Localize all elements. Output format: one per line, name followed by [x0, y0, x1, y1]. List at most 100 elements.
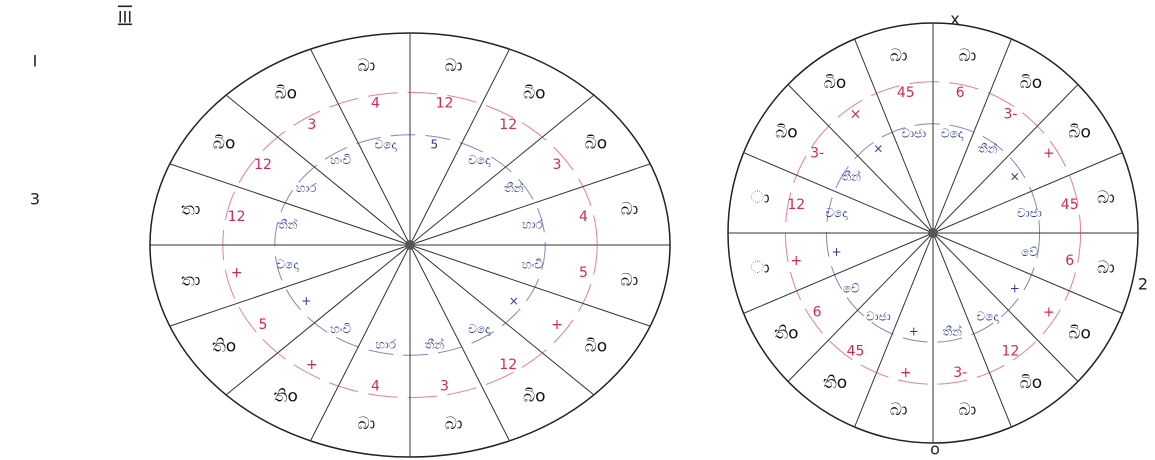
number-mark: 3 [30, 190, 40, 209]
syllable-label: හාර [522, 218, 543, 232]
count-label: + [790, 253, 802, 269]
spoke [743, 232, 934, 314]
sector-label: ා [751, 258, 770, 278]
note-mark: I [33, 52, 38, 71]
syllable-label: වේ [1021, 245, 1038, 259]
roman-mark: III [118, 8, 132, 27]
count-label: + [1043, 304, 1055, 320]
right-mark: 2 [1138, 275, 1148, 294]
syllable-label: වාජා [1017, 206, 1042, 220]
syllable-label: චදො [941, 127, 964, 141]
sector-label: තා [181, 271, 200, 291]
spoke [787, 84, 934, 234]
guide-ring [274, 134, 546, 356]
syllable-label: හංචි [330, 322, 351, 336]
count-label: 3 [440, 378, 449, 394]
sector-label: බා [1097, 188, 1115, 208]
syllable-label: හාර [296, 181, 317, 195]
spoke [225, 244, 411, 396]
spoke [310, 244, 411, 442]
count-label: + [900, 365, 912, 381]
spoke [787, 232, 934, 382]
syllable-label: තීන් [942, 324, 962, 338]
sector-label: බා [959, 46, 977, 66]
spoke [932, 232, 1012, 428]
sector-label: බිo [523, 83, 546, 103]
guide-ring [222, 91, 598, 399]
syllable-label: චදො [375, 138, 398, 152]
syllable-label: 5 [431, 138, 439, 152]
count-label: 6 [813, 304, 822, 320]
bottom-mark: o [930, 440, 940, 459]
sector-label: තිo [212, 336, 236, 356]
syllable-label: චදො [825, 206, 848, 220]
count-label: 45 [847, 344, 865, 360]
count-label: 3- [953, 365, 967, 381]
count-label: 3- [810, 146, 824, 162]
count-label: 6 [956, 85, 965, 101]
count-label: 6 [1065, 253, 1074, 269]
spoke [854, 232, 934, 428]
sector-label: බා [445, 414, 463, 434]
sector-label: බා [620, 271, 638, 291]
spoke [169, 244, 411, 327]
sector-label: බිo [1020, 73, 1043, 93]
syllable-label: තීන් [978, 142, 998, 156]
syllable-label: හාර [375, 337, 396, 351]
count-label: + [551, 317, 563, 333]
sector-label: බා [890, 46, 908, 66]
syllable-label: × [1010, 169, 1020, 183]
count-label: 5 [259, 317, 268, 333]
sector-label: බා [620, 199, 638, 219]
sector-label: බිo [585, 336, 608, 356]
hub [405, 240, 415, 250]
count-label: 4 [579, 209, 588, 225]
spoke [409, 163, 651, 246]
sector-label: බිo [213, 134, 236, 154]
guide-ring [784, 81, 1082, 385]
sector-label: බා [959, 400, 977, 420]
spoke [743, 152, 934, 234]
sector-label: තිo [823, 373, 847, 393]
top-mark: x [950, 10, 959, 29]
count-label: 5 [579, 265, 588, 281]
sector-label: ා [751, 188, 770, 208]
syllable-label: චදො [468, 322, 491, 336]
sector-label: තිo [274, 387, 298, 407]
syllable-label: චදො [977, 309, 1000, 323]
spoke [225, 94, 411, 246]
spoke [409, 244, 510, 442]
sector-label: බා [358, 56, 376, 76]
spoke [932, 152, 1123, 234]
count-label: 3 [553, 157, 562, 173]
spoke [169, 163, 411, 246]
spoke [932, 232, 1123, 314]
sector-label: බා [890, 400, 908, 420]
sector-label: තා [181, 199, 200, 219]
sector-label: බිo [775, 123, 798, 143]
syllable-label: තීන් [504, 181, 524, 195]
sector-label: බිo [824, 73, 847, 93]
syllable-label: වාජා [901, 127, 926, 141]
sector-label: බා [1097, 258, 1115, 278]
guide-ring [825, 123, 1041, 343]
spoke [310, 48, 411, 246]
syllable-label: චදො [468, 153, 491, 167]
count-label: 12 [787, 197, 805, 213]
syllable-label: වාජා [866, 309, 891, 323]
spoke [409, 244, 651, 327]
syllable-label: තීන් [278, 218, 298, 232]
count-label: × [850, 106, 862, 122]
spoke [409, 244, 595, 396]
count-label: 12 [1002, 344, 1020, 360]
syllable-label: හංචි [330, 153, 351, 167]
count-label: 3 [307, 117, 316, 133]
count-label: 3- [1003, 106, 1017, 122]
spoke [932, 38, 1012, 234]
syllable-label: තීන් [425, 337, 445, 351]
spoke [932, 232, 1079, 382]
count-label: 12 [499, 117, 517, 133]
count-label: + [306, 357, 318, 373]
sector-label: බිo [523, 387, 546, 407]
